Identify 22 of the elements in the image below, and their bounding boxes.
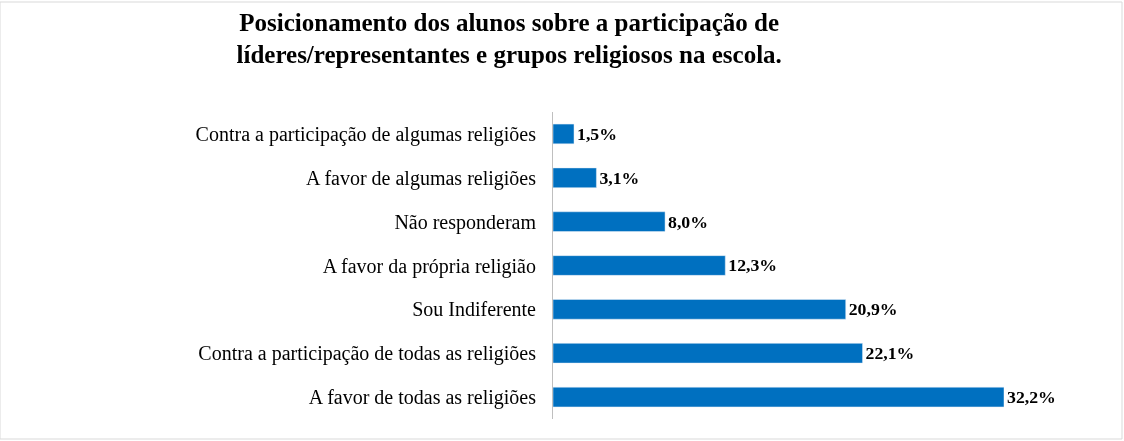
data-label: 8,0%	[668, 211, 708, 232]
chart-title: Posicionamento dos alunos sobre a participação de líderes/representantes e grupos religiosos na escola.	[236, 8, 782, 69]
y-tick-label: Sou Indiferente	[412, 298, 537, 321]
data-label: 20,9%	[848, 299, 898, 320]
bar	[553, 123, 575, 145]
bar	[553, 343, 863, 364]
bar	[553, 255, 726, 276]
y-tick-label: A favor de todas as religiões	[308, 386, 537, 410]
bar	[553, 299, 846, 320]
bar	[553, 386, 1004, 408]
data-label: 22,1%	[865, 343, 915, 364]
y-tick-label: Contra a participação de algumas religiões	[195, 122, 537, 146]
data-label: 32,2%	[1007, 386, 1056, 407]
data-label: 1,5%	[577, 123, 617, 144]
y-tick-label: Contra a participação de todas as religiões	[198, 342, 537, 366]
data-label: 12,3%	[728, 255, 778, 276]
y-tick-label: A favor da própria religião	[322, 254, 536, 278]
y-tick-label: Não responderam	[394, 210, 537, 234]
data-label: 3,1%	[599, 167, 640, 188]
y-tick-label: A favor de algumas religiões	[306, 166, 537, 190]
bar	[553, 211, 666, 232]
bar	[553, 167, 597, 188]
